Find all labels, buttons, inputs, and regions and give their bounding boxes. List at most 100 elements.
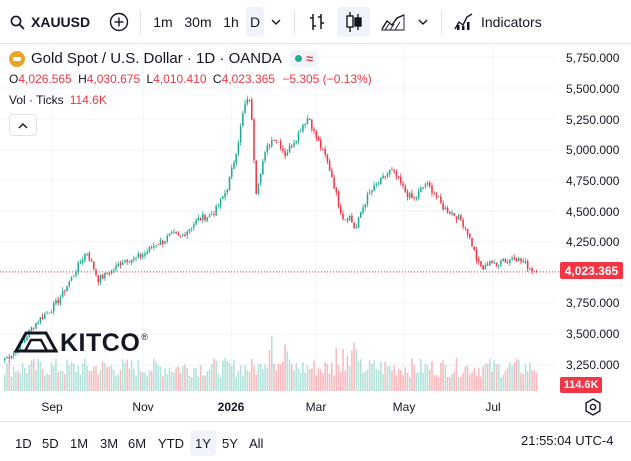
volume-bar — [146, 376, 148, 391]
volume-bar — [86, 365, 88, 391]
volume-bar — [150, 370, 153, 391]
candle-body — [195, 219, 197, 225]
candle-body — [39, 317, 42, 323]
volume-bar — [391, 370, 393, 391]
approx-icon: ≈ — [305, 50, 314, 66]
chart-pane[interactable] — [0, 45, 631, 421]
volume-bar — [302, 362, 304, 391]
range-6m-button[interactable]: 6M — [128, 435, 147, 451]
candle-body — [402, 183, 404, 186]
volume-bar — [55, 358, 57, 391]
candle-body — [513, 257, 516, 260]
compare-add-button[interactable] — [106, 7, 132, 37]
volume-bar — [15, 371, 17, 391]
chart-type-dropdown[interactable] — [413, 7, 433, 37]
volume-bar — [79, 374, 82, 391]
candle-body — [88, 253, 91, 261]
volume-bar — [531, 370, 533, 391]
candle-body — [264, 152, 266, 161]
candle-body — [440, 196, 442, 203]
time-tick-label: 2026 — [217, 400, 245, 414]
volume-bar — [21, 363, 24, 391]
range-all-button[interactable]: All — [249, 435, 264, 451]
volume-bar — [313, 360, 315, 391]
volume-bar — [242, 376, 244, 391]
volume-bar — [291, 364, 293, 391]
time-tick-label: Jul — [485, 400, 501, 414]
candle-body — [362, 207, 364, 213]
volume-bar — [513, 362, 516, 391]
candle-body — [182, 234, 184, 236]
volume-bar — [208, 368, 211, 391]
candle-body — [286, 152, 289, 156]
volume-bar — [355, 349, 358, 391]
candle-body — [262, 161, 264, 175]
volume-bar — [491, 371, 493, 391]
indicators-button[interactable]: Indicators — [450, 7, 550, 37]
chart-settings-button[interactable] — [584, 398, 602, 416]
candle-body — [21, 342, 24, 343]
candle-body — [173, 231, 175, 233]
volume-bar — [250, 358, 253, 391]
volume-bar — [366, 369, 369, 391]
volume-bar — [215, 360, 217, 391]
bar-chart-type-button[interactable] — [302, 7, 332, 37]
timezone-clock[interactable]: 21:55:04 UTC-4 — [521, 433, 614, 448]
candle-body — [368, 192, 371, 194]
range-5d-button[interactable]: 5D — [42, 435, 59, 451]
candle-body — [497, 264, 500, 266]
candle-body — [19, 343, 22, 352]
range-1y-button[interactable]: 1Y — [190, 430, 216, 456]
candle-body — [431, 185, 433, 193]
symbol-search[interactable]: XAUUSD — [4, 7, 102, 37]
candle-body — [302, 124, 304, 132]
search-icon — [10, 15, 25, 30]
area-chart-type-button[interactable] — [377, 7, 409, 37]
volume-bar — [141, 372, 144, 391]
range-3m-button[interactable]: 3M — [100, 435, 119, 451]
candle-body — [342, 213, 344, 220]
price-chart[interactable] — [0, 45, 631, 421]
open-key: O — [9, 72, 19, 86]
candles-chart-type-button[interactable] — [337, 7, 370, 37]
volume-bar — [46, 373, 48, 391]
collapse-legend-button[interactable] — [9, 114, 37, 136]
candle-body — [282, 148, 284, 151]
volume-bar — [295, 363, 298, 391]
range-1d-button[interactable]: 1D — [15, 435, 32, 451]
volume-bar — [466, 365, 469, 391]
kitco-logo-text: KITCO — [60, 329, 141, 357]
volume-bar — [364, 371, 367, 391]
interval-1m-button[interactable]: 1m — [153, 14, 173, 30]
candle-body — [135, 257, 137, 259]
market-status-badge[interactable]: ≈ — [289, 50, 319, 67]
volume-bar — [4, 374, 6, 391]
plus-circle-icon — [109, 12, 129, 32]
volume-bar — [395, 375, 398, 391]
volume-bar — [110, 365, 113, 391]
top-toolbar: XAUUSD 1m 30m 1h D — [0, 0, 631, 44]
registered-mark: ® — [141, 332, 148, 342]
volume-bar — [331, 363, 333, 391]
candle-body — [79, 262, 82, 264]
range-1m-button[interactable]: 1M — [70, 435, 89, 451]
candle-body — [168, 233, 171, 236]
volume-bar — [477, 367, 480, 391]
volume-bar — [244, 365, 246, 391]
candle-body — [184, 234, 186, 237]
candle-body — [75, 272, 77, 276]
interval-30m-button[interactable]: 30m — [184, 14, 212, 30]
candle-body — [453, 212, 456, 216]
candle-body — [437, 196, 440, 198]
interval-1h-button[interactable]: 1h — [223, 14, 239, 30]
volume-bar — [417, 372, 420, 391]
volume-bar — [177, 366, 180, 391]
volume-bar — [28, 365, 31, 391]
volume-bar — [348, 366, 351, 391]
volume-bar — [108, 367, 111, 391]
interval-d-button[interactable]: D — [246, 7, 264, 37]
range-ytd-button[interactable]: YTD — [158, 435, 184, 451]
interval-dropdown[interactable] — [266, 7, 286, 37]
range-5y-button[interactable]: 5Y — [222, 435, 238, 451]
volume-bar — [57, 371, 59, 391]
